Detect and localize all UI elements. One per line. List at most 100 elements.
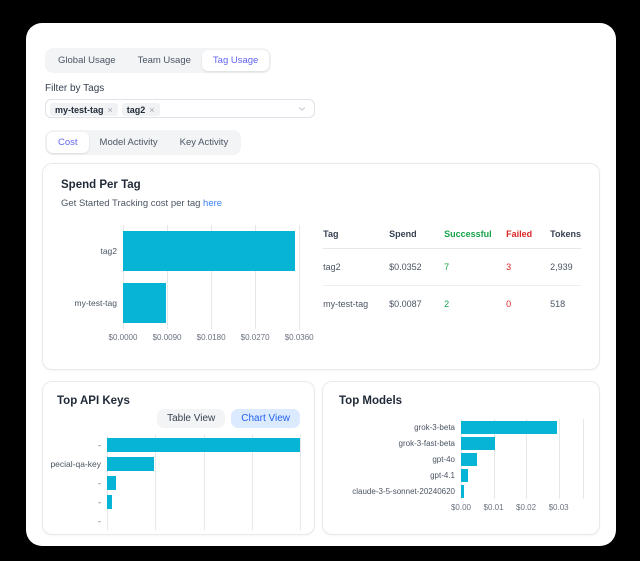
x-axis-tick: $0.0090: [152, 333, 182, 342]
here-link[interactable]: here: [203, 198, 223, 209]
tag-filter-select[interactable]: my-test-tag × tag2 ×: [45, 99, 315, 118]
gridline: [300, 435, 301, 530]
column-header-failed: Failed: [506, 229, 533, 239]
cell-successful: 7: [444, 262, 450, 272]
chart-view-button[interactable]: Chart View: [231, 409, 300, 428]
remove-tag-icon[interactable]: ×: [149, 104, 155, 115]
cell-spend: $0.0087: [389, 299, 422, 309]
gridline: [251, 435, 253, 530]
gridline: [299, 225, 301, 329]
y-axis-label: -: [98, 439, 101, 450]
selected-tag-chips: my-test-tag × tag2 ×: [50, 100, 164, 118]
subtab-cost[interactable]: Cost: [47, 132, 89, 153]
bar-grok-3-beta[interactable]: [461, 420, 557, 434]
chevron-down-icon[interactable]: [297, 104, 307, 114]
x-axis-tick: $0.0000: [108, 333, 138, 342]
subtab-key-activity[interactable]: Key Activity: [179, 137, 229, 148]
tag-chip-my-test-tag: my-test-tag ×: [50, 103, 118, 116]
x-axis-tick: $0.0180: [196, 333, 226, 342]
bar-claude-3-5-sonnet-20240620[interactable]: [461, 484, 465, 498]
gridline: [583, 419, 584, 499]
cell-failed: 3: [506, 262, 512, 272]
tag-chip-label: tag2: [126, 104, 146, 115]
spend-per-tag-title: Spend Per Tag: [61, 179, 141, 191]
tab-team-usage[interactable]: Team Usage: [137, 55, 191, 66]
table-row-my-test-tag: my-test-tag $0.0087 2 0 518: [323, 286, 581, 322]
y-axis-label: grok-3-beta: [414, 422, 455, 432]
bar-gpt-4o[interactable]: [461, 452, 478, 466]
cell-tag: tag2: [323, 262, 341, 272]
gridline: [123, 225, 124, 329]
spend-per-tag-subtitle: Get Started Tracking cost per tag here: [61, 198, 581, 209]
bar--[interactable]: [107, 475, 117, 490]
top-models-card: Top Models grok-3-beta grok-3-fast-beta gp…: [322, 381, 600, 535]
y-axis-label: pecial-qa-key: [50, 458, 101, 469]
y-axis-labels: tag2 my-test-tag: [61, 225, 123, 346]
tag-chip-tag2: tag2 ×: [121, 103, 160, 116]
cell-tag: my-test-tag: [323, 299, 369, 309]
y-axis-label: gpt-4o: [432, 454, 455, 464]
y-axis-label: grok-3-fast-beta: [398, 438, 455, 448]
x-axis-ticks: $0.00 $0.01 $0.02 $0.03: [451, 503, 583, 516]
top-models-title: Top Models: [339, 395, 403, 407]
cell-tokens: 518: [550, 299, 566, 309]
y-axis-label: claude-3-5-sonnet-20240620: [352, 486, 455, 496]
gridline: [255, 225, 257, 329]
gridline: [167, 225, 169, 329]
gridline: [526, 419, 528, 499]
spend-per-tag-chart: tag2 my-test-tag $0.0000 $0.0090 $0.0180 $0.0…: [61, 225, 314, 346]
column-header-tag: Tag: [323, 229, 339, 239]
x-axis-tick: $0.01: [483, 503, 504, 512]
bar-pecial-qa-key[interactable]: [107, 456, 155, 471]
gridline: [558, 419, 560, 499]
top-api-keys-title: Top API Keys: [57, 395, 130, 407]
tag-chip-label: my-test-tag: [55, 104, 104, 115]
y-axis-labels: grok-3-beta grok-3-fast-beta gpt-4o gpt-4.1…: [339, 419, 461, 516]
spend-per-tag-card: Spend Per Tag Get Started Tracking cost …: [42, 163, 600, 370]
column-header-successful: Successful: [444, 229, 492, 239]
cell-spend: $0.0352: [389, 262, 422, 272]
top-api-keys-card: Top API Keys Table View Chart View - peci…: [42, 381, 315, 535]
y-axis-label: my-test-tag: [74, 298, 117, 308]
subtitle-text: Get Started Tracking cost per tag: [61, 198, 201, 209]
cell-tokens: 2,939: [550, 262, 573, 272]
top-models-chart: grok-3-beta grok-3-fast-beta gpt-4o gpt-4.1…: [339, 419, 584, 516]
tab-tag-usage[interactable]: Tag Usage: [201, 50, 270, 71]
x-axis-tick: $0.0270: [240, 333, 270, 342]
x-axis-tick: $0.02: [516, 503, 537, 512]
usage-dashboard-window: Global Usage Team Usage Tag Usage Filter b…: [26, 23, 616, 546]
x-axis-tick: $0.00: [450, 503, 472, 512]
x-axis-tick: $0.0360: [284, 333, 314, 342]
table-row-tag2: tag2 $0.0352 7 3 2,939: [323, 249, 581, 286]
gridline: [211, 225, 213, 329]
bar-tag2[interactable]: [123, 231, 296, 271]
bar--[interactable]: [107, 437, 300, 452]
tab-global-usage[interactable]: Global Usage: [58, 55, 116, 66]
y-axis-labels: - pecial-qa-key - - -: [49, 435, 107, 530]
column-header-tokens: Tokens: [550, 229, 581, 239]
cell-failed: 0: [506, 299, 512, 309]
bar-gpt-4.1[interactable]: [461, 468, 468, 482]
gridline: [155, 435, 157, 530]
filter-by-tags-label: Filter by Tags: [45, 83, 105, 94]
spend-per-tag-table: Tag Spend Successful Failed Tokens tag2 $0.035…: [323, 225, 581, 346]
usage-tabs: Global Usage Team Usage Tag Usage: [45, 48, 272, 73]
bar-my-test-tag[interactable]: [123, 283, 166, 323]
gridline: [203, 435, 205, 530]
y-axis-label: -: [98, 496, 101, 507]
bar--[interactable]: [107, 494, 112, 509]
subtab-model-activity[interactable]: Model Activity: [99, 137, 158, 148]
y-axis-label: tag2: [100, 246, 117, 256]
column-header-spend: Spend: [389, 229, 417, 239]
y-axis-label: gpt-4.1: [430, 470, 455, 480]
table-view-button[interactable]: Table View: [157, 409, 226, 428]
bar-grok-3-fast-beta[interactable]: [461, 436, 496, 450]
x-axis-tick: $0.03: [548, 503, 569, 512]
view-tabs: Cost Model Activity Key Activity: [45, 130, 242, 155]
top-api-keys-chart: - pecial-qa-key - - -: [49, 435, 301, 530]
cell-successful: 2: [444, 299, 450, 309]
y-axis-label: -: [98, 515, 101, 526]
table-header-row: Tag Spend Successful Failed Tokens: [323, 225, 581, 249]
y-axis-label: -: [98, 477, 101, 488]
remove-tag-icon[interactable]: ×: [107, 104, 113, 115]
